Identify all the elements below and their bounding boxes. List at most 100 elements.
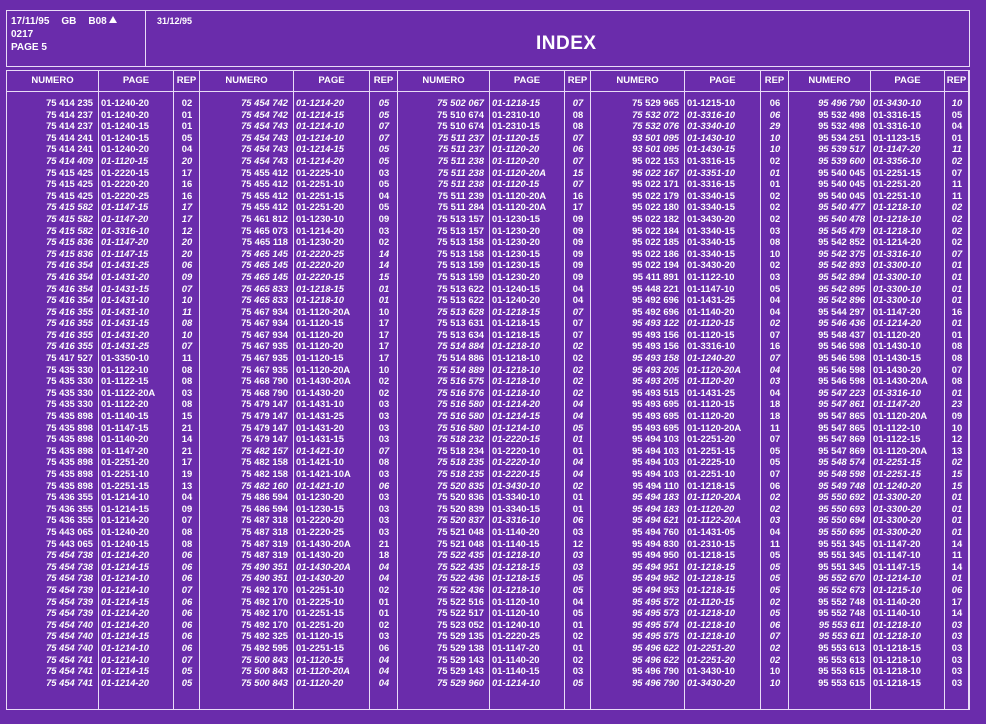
table-row: 75 511 238 01-1120-15 07 <box>398 178 591 190</box>
cell-rep: 03 <box>951 630 963 642</box>
table-row: 95 551 345 01-1147-15 14 <box>789 561 969 573</box>
cell-rep: 09 <box>181 502 193 514</box>
cell-page: 01-1120-20 <box>296 340 344 352</box>
table-row: 95 494 950 01-1218-15 05 <box>591 549 789 561</box>
cell-numero: 95 495 573 <box>632 607 679 619</box>
cell-numero: 95 551 345 <box>818 549 865 561</box>
cell-rep: 10 <box>769 131 781 143</box>
cell-page: 01-3316-10 <box>873 120 921 132</box>
cell-rep: 02 <box>951 154 963 166</box>
cell-numero: 75 414 409 <box>46 154 93 166</box>
cell-page: 01-1431-15 <box>101 282 149 294</box>
cell-page: 01-3351-10 <box>687 166 735 178</box>
cell-rep: 05 <box>378 178 390 190</box>
group-body: 75 529 965 01-1215-10 06 75 532 072 01-3316-… <box>591 97 789 688</box>
cell-numero: 75 529 960 <box>437 676 484 688</box>
cell-numero: 75 516 575 <box>437 375 484 387</box>
table-row: 95 551 345 01-1147-10 11 <box>789 549 969 561</box>
table-row: 95 550 692 01-3300-20 01 <box>789 491 969 503</box>
cell-numero: 75 415 836 <box>46 247 93 259</box>
table-row: 75 435 898 01-1140-20 14 <box>7 433 200 445</box>
cell-page: 01-1120-20 <box>492 154 540 166</box>
cell-page: 01-1120-20 <box>687 375 735 387</box>
cell-page: 01-3340-15 <box>492 502 540 514</box>
cell-rep: 01 <box>572 491 584 503</box>
cell-numero: 75 416 355 <box>46 340 93 352</box>
cell-page: 01-1147-20 <box>492 641 540 653</box>
table-row: 75 516 575 01-1218-10 02 <box>398 375 591 387</box>
table-row: 75 414 409 01-1120-15 20 <box>7 155 200 167</box>
table-row: 75 479 147 01-1431-15 03 <box>200 433 398 445</box>
cell-numero: 95 022 167 <box>632 166 679 178</box>
cell-page: 01-1214-10 <box>492 676 540 688</box>
cell-rep: 02 <box>572 363 584 375</box>
cell-numero: 75 414 237 <box>46 108 93 120</box>
cell-page: 01-1431-25 <box>101 340 149 352</box>
cell-page: 01-3340-15 <box>687 236 735 248</box>
cell-rep: 16 <box>181 178 193 190</box>
cell-rep: 07 <box>378 131 390 143</box>
cell-numero: 75 435 898 <box>46 479 93 491</box>
cell-rep: 07 <box>181 514 193 526</box>
cell-numero: 95 494 950 <box>632 549 679 561</box>
cell-numero: 75 455 412 <box>241 166 288 178</box>
cell-page: 01-1120-15 <box>296 653 344 665</box>
cell-numero: 95 550 692 <box>818 491 865 503</box>
table-row: 95 022 186 01-3340-15 10 <box>591 248 789 260</box>
cell-rep: 02 <box>378 375 390 387</box>
cell-rep: 29 <box>769 120 781 132</box>
cell-numero: 75 436 355 <box>46 514 93 526</box>
cell-page: 01-2310-15 <box>492 120 540 132</box>
cell-rep: 05 <box>951 108 963 120</box>
cell-page: 01-1120-10 <box>492 595 540 607</box>
cell-rep: 02 <box>572 653 584 665</box>
cell-page: 01-1120-20A <box>873 444 928 456</box>
table-row: 75 435 898 01-1147-20 21 <box>7 445 200 457</box>
table-row: 95 542 852 01-1214-20 02 <box>789 236 969 248</box>
cell-page: 01-1218-10 <box>492 583 540 595</box>
cell-page: 01-1120-20 <box>873 328 921 340</box>
cell-rep: 06 <box>181 595 193 607</box>
cell-rep: 04 <box>572 410 584 422</box>
cell-page: 01-1147-10 <box>687 282 735 294</box>
cell-rep: 02 <box>769 491 781 503</box>
cell-page: 01-1214-20 <box>101 514 149 526</box>
cell-numero: 75 467 934 <box>241 305 288 317</box>
cell-rep: 09 <box>572 236 584 248</box>
cell-page: 01-1230-15 <box>492 259 540 271</box>
cell-rep: 04 <box>378 189 390 201</box>
cell-rep: 01 <box>951 317 963 329</box>
cell-numero: 95 495 572 <box>632 595 679 607</box>
table-row: 95 547 865 01-1120-20A 09 <box>789 410 969 422</box>
cell-page: 01-1214-10 <box>101 572 149 584</box>
table-row: 75 520 839 01-3340-15 01 <box>398 503 591 515</box>
cell-numero: 95 022 184 <box>632 224 679 236</box>
index-group: NUMERO PAGE REP 75 414 235 01-1240-20 02 75 41… <box>7 71 200 709</box>
cell-rep: 02 <box>572 479 584 491</box>
table-row: 95 553 611 01-1218-10 03 <box>789 619 969 631</box>
cell-rep: 06 <box>951 583 963 595</box>
cell-page: 01-3300-20 <box>873 502 921 514</box>
cell-numero: 75 516 580 <box>437 398 484 410</box>
cell-page: 01-2220-25 <box>492 630 540 642</box>
cell-page: 01-1122-20A <box>101 386 156 398</box>
cell-rep: 11 <box>770 421 780 433</box>
cell-page: 01-1140-20 <box>687 305 735 317</box>
cell-numero: 95 496 622 <box>632 653 679 665</box>
cell-numero: 75 513 631 <box>437 317 484 329</box>
table-row: 75 417 527 01-3350-10 11 <box>7 352 200 364</box>
cell-numero: 75 529 138 <box>437 641 484 653</box>
cell-numero: 75 532 076 <box>632 120 679 132</box>
cell-rep: 11 <box>952 143 962 155</box>
cell-numero: 75 443 065 <box>46 525 93 537</box>
cell-numero: 75 435 898 <box>46 456 93 468</box>
cell-page: 01-1120-20 <box>492 143 540 155</box>
cell-numero: 95 493 695 <box>632 398 679 410</box>
table-row: 95 493 158 01-1240-20 07 <box>591 352 789 364</box>
table-row: 75 529 143 01-1140-15 03 <box>398 665 591 677</box>
cell-rep: 17 <box>378 340 390 352</box>
cell-numero: 75 522 517 <box>437 607 484 619</box>
cell-page: 01-1147-20 <box>101 212 149 224</box>
cell-page: 01-1218-15 <box>492 317 540 329</box>
table-row: 75 482 158 01-1421-10A 03 <box>200 468 398 480</box>
